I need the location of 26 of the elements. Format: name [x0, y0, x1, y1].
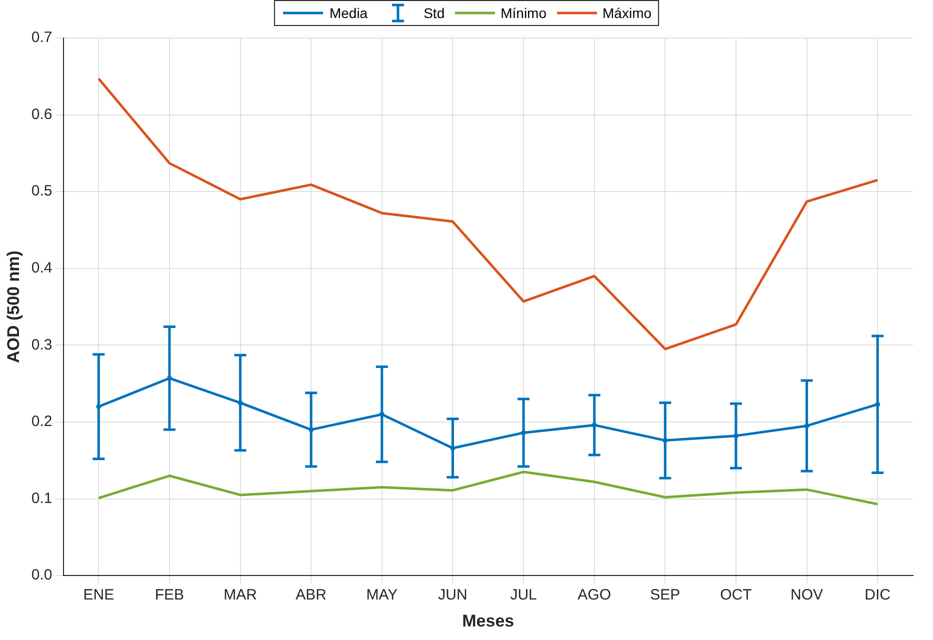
x-tick-label: JUN	[438, 586, 468, 604]
y-tick-label: 0.2	[31, 413, 52, 430]
y-tick-label: 0.0	[31, 566, 52, 584]
x-tick-label: DIC	[864, 586, 891, 604]
x-tick-label: SEP	[650, 586, 680, 604]
y-axis-title: AOD (500 nm)	[4, 250, 23, 364]
legend-label: Mínimo	[500, 5, 547, 21]
x-tick-label: FEB	[154, 586, 184, 604]
x-tick-label: ENE	[83, 586, 114, 604]
y-tick-label: 0.3	[31, 336, 52, 354]
y-tick-label: 0.7	[31, 29, 52, 46]
legend-label: Std	[424, 5, 445, 21]
y-tick-label: 0.4	[31, 260, 52, 277]
x-axis-title: Meses	[462, 611, 514, 630]
y-tick-label: 0.1	[31, 490, 52, 507]
x-tick-label: JUL	[510, 586, 537, 604]
legend-label: Máximo	[602, 5, 652, 21]
y-tick-label: 0.6	[31, 106, 52, 123]
x-tick-label: NOV	[790, 586, 824, 604]
x-tick-label: ABR	[296, 586, 327, 604]
x-tick-label: MAR	[224, 586, 258, 604]
legend-label: Media	[329, 5, 368, 21]
x-tick-label: OCT	[720, 586, 752, 604]
x-tick-label: AGO	[578, 586, 612, 604]
y-tick-label: 0.5	[31, 182, 52, 200]
x-tick-label: MAY	[366, 586, 398, 604]
